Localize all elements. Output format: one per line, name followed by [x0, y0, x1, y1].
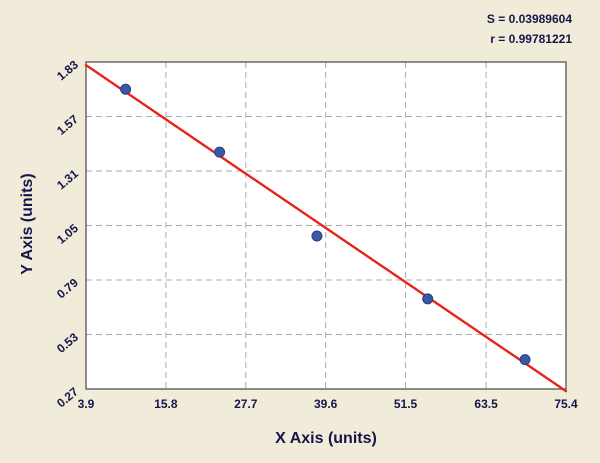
x-tick-label: 3.9 [78, 397, 95, 411]
y-tick-label: 1.31 [54, 166, 81, 192]
y-tick-label: 0.53 [54, 330, 81, 356]
x-tick-label: 39.6 [314, 397, 338, 411]
stat-r-value: r = 0.99781221 [490, 32, 572, 46]
data-point [311, 230, 323, 242]
x-tick-label: 75.4 [554, 397, 578, 411]
y-tick-label: 1.05 [54, 221, 81, 247]
data-point [422, 293, 434, 305]
plot-border [85, 61, 567, 390]
x-tick-label: 27.7 [234, 397, 258, 411]
x-axis-title: X Axis (units) [275, 430, 377, 447]
x-tick-label: 15.8 [154, 397, 178, 411]
regression-line [84, 63, 568, 393]
data-point [519, 354, 531, 366]
y-tick-label: 0.79 [54, 275, 81, 301]
y-axis-title: Y Axis (units) [19, 173, 36, 275]
y-tick-label: 1.57 [54, 112, 81, 138]
stats-block: S = 0.03989604 r = 0.99781221 [487, 9, 572, 49]
data-point [214, 146, 226, 158]
stat-s-value: S = 0.03989604 [486, 12, 572, 26]
x-tick-label: 63.5 [474, 397, 498, 411]
y-tick-label: 1.83 [54, 57, 81, 83]
data-point [120, 83, 132, 95]
x-tick-label: 51.5 [394, 397, 418, 411]
